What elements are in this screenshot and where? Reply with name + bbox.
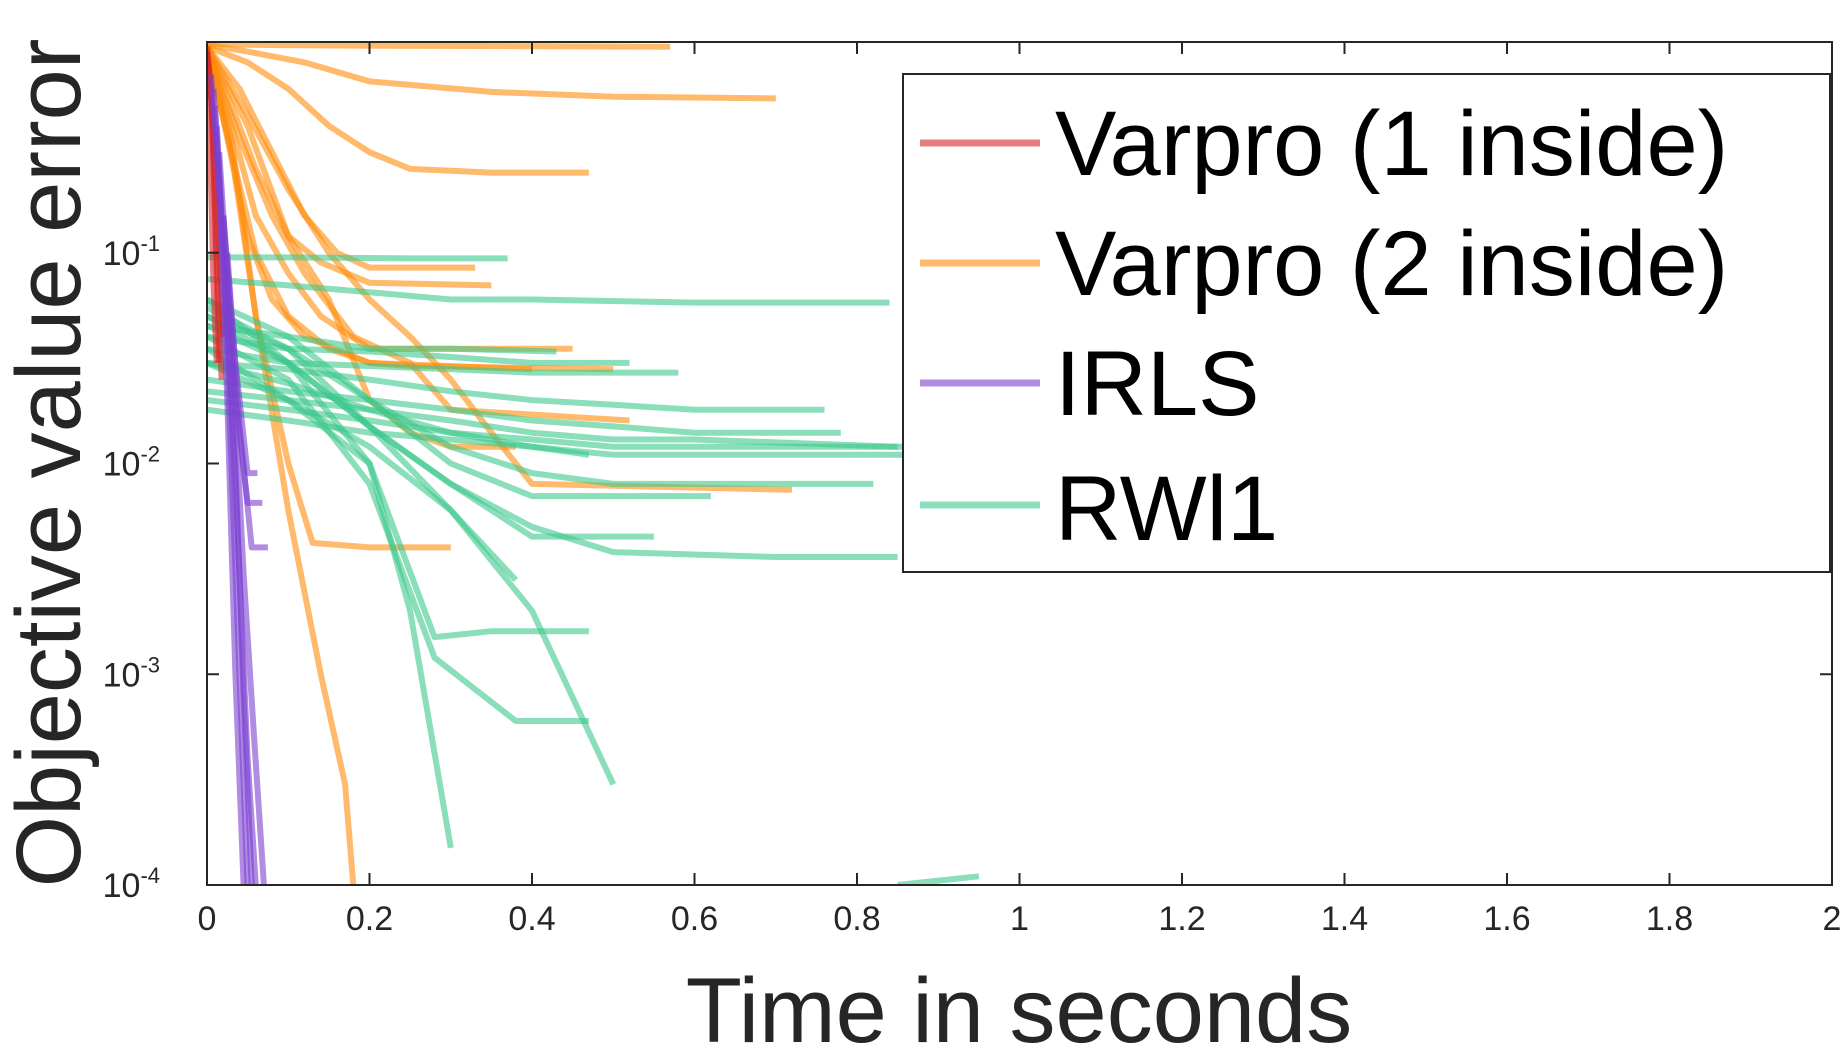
series-line-rwl1-run-10 [207, 406, 922, 458]
series-line-irls-run-8 [224, 252, 268, 551]
y-tick-label: 10-1 [103, 231, 160, 273]
x-tick-label: 0.2 [346, 900, 393, 938]
series-line-varpro-2-inside-run-12 [207, 45, 451, 551]
y-axis-title: Objective value error [0, 39, 100, 888]
x-tick-label: 0 [198, 900, 217, 938]
x-axis-title: Time in seconds [686, 960, 1352, 1054]
series-line-rwl1-run-21 [897, 873, 980, 885]
series-layer [207, 42, 980, 885]
x-tick-label: 2 [1823, 900, 1842, 938]
series-line-varpro-2-inside-run-3 [207, 43, 589, 176]
series-line-varpro-1-inside-run-3 [207, 62, 220, 364]
x-tick-label: 0.8 [833, 900, 880, 938]
x-tick-label: 1.4 [1321, 900, 1368, 938]
legend-label-varpro-2: Varpro (2 inside) [1055, 213, 1728, 315]
y-tick-label: 10-3 [103, 652, 160, 694]
series-line-varpro-2-inside-run-1 [207, 42, 671, 50]
series-line-rwl1-run-17 [207, 297, 589, 641]
series-line-rwl1-run-12 [207, 313, 874, 487]
series-rwl1 [207, 254, 980, 885]
x-tick-label: 1.6 [1483, 900, 1530, 938]
series-line-varpro-2-inside-run-13 [207, 46, 357, 885]
x-tick-label: 0.4 [508, 900, 555, 938]
series-line-rwl1-run-2 [207, 276, 890, 306]
series-line-varpro-2-inside-run-11 [207, 45, 793, 493]
y-tick-label: 10-4 [103, 863, 160, 905]
x-tick-label: 1 [1010, 900, 1029, 938]
ticks-layer: 0 0.2 0.4 0.6 0.8 1 1.2 1.4 1.6 1.8 2 10-1 10-2 10-3 1… [103, 41, 1842, 938]
series-line-rwl1-run-20 [207, 360, 454, 849]
x-tick-label: 1.2 [1158, 900, 1205, 938]
series-line-rwl1-run-5 [207, 345, 679, 376]
series-line-varpro-2-inside-run-2 [207, 42, 776, 102]
series-line-rwl1-run-1 [207, 254, 508, 262]
series-line-rwl1-run-13 [207, 296, 711, 500]
legend-label-irls: IRLS [1055, 333, 1260, 435]
y-tick-label: 10-2 [103, 442, 160, 484]
series-irls [208, 74, 268, 885]
legend-label-rwl1: RWl1 [1055, 458, 1278, 560]
legend: Varpro (1 inside) Varpro (2 inside) IRLS… [902, 73, 1831, 573]
legend-label-varpro-1: Varpro (1 inside) [1055, 93, 1728, 195]
x-tick-label: 0.6 [671, 900, 718, 938]
x-tick-label: 1.8 [1646, 900, 1693, 938]
series-line-rwl1-run-4 [207, 333, 630, 366]
legend-box [902, 73, 1831, 573]
